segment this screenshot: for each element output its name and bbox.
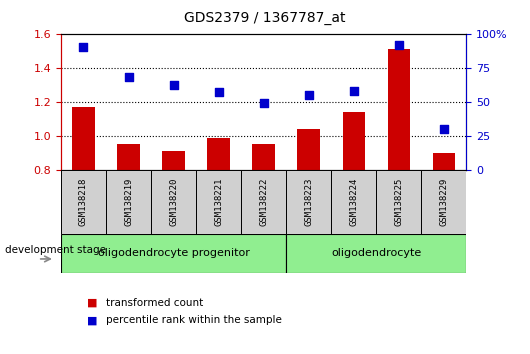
Bar	[207, 138, 230, 170]
Text: GSM138224: GSM138224	[349, 178, 358, 226]
Bar	[72, 107, 95, 170]
Bar	[106, 170, 151, 234]
Text: GSM138218: GSM138218	[79, 178, 88, 226]
Point	[259, 100, 268, 106]
Bar	[342, 112, 365, 170]
Text: ■: ■	[87, 315, 98, 325]
Point	[394, 42, 403, 47]
Bar	[421, 170, 466, 234]
Text: GDS2379 / 1367787_at: GDS2379 / 1367787_at	[184, 11, 346, 25]
Text: GSM138222: GSM138222	[259, 178, 268, 226]
Bar	[297, 129, 320, 170]
Text: percentile rank within the sample: percentile rank within the sample	[106, 315, 282, 325]
Text: GSM138221: GSM138221	[214, 178, 223, 226]
Text: GSM138220: GSM138220	[169, 178, 178, 226]
Bar	[432, 153, 455, 170]
Text: oligodendrocyte: oligodendrocyte	[331, 248, 421, 258]
Point	[304, 92, 313, 98]
Point	[214, 90, 223, 95]
Point	[124, 74, 132, 80]
Bar	[162, 151, 185, 170]
Bar	[241, 170, 286, 234]
Text: development stage: development stage	[5, 245, 107, 255]
Bar	[376, 170, 421, 234]
Text: GSM138225: GSM138225	[394, 178, 403, 226]
Text: oligodendrocyte progenitor: oligodendrocyte progenitor	[98, 248, 250, 258]
Point	[80, 45, 88, 50]
Point	[350, 88, 358, 94]
Text: ■: ■	[87, 298, 98, 308]
Point	[169, 82, 178, 88]
Text: GSM138229: GSM138229	[439, 178, 448, 226]
Bar	[61, 234, 286, 273]
Bar	[286, 170, 331, 234]
Bar	[196, 170, 241, 234]
Bar	[387, 49, 410, 170]
Bar	[151, 170, 196, 234]
Bar	[61, 170, 106, 234]
Bar	[286, 234, 466, 273]
Bar	[331, 170, 376, 234]
Text: GSM138219: GSM138219	[124, 178, 133, 226]
Text: GSM138223: GSM138223	[304, 178, 313, 226]
Point	[440, 126, 448, 132]
Text: transformed count: transformed count	[106, 298, 203, 308]
Bar	[117, 144, 140, 170]
Bar	[252, 144, 275, 170]
